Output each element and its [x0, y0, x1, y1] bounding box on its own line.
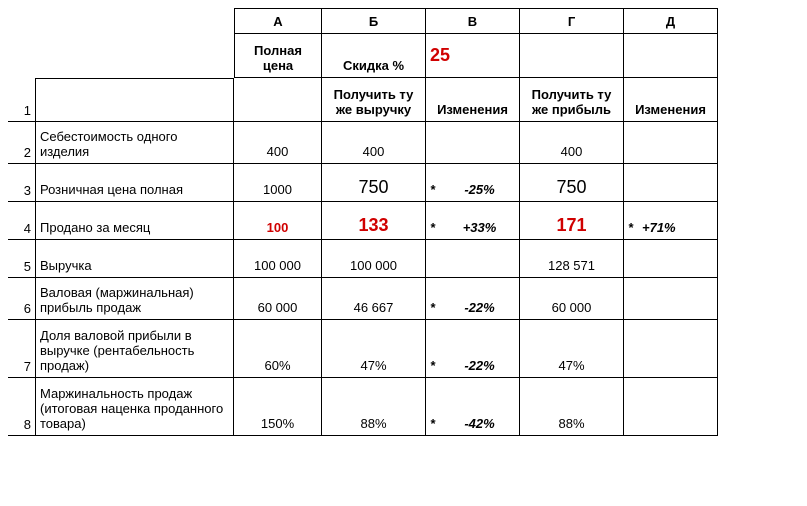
- change-value: +33%: [444, 221, 515, 236]
- cell-r5-g: 128 571: [520, 240, 624, 278]
- row-number: 1: [8, 78, 36, 122]
- spreadsheet-table: А Б В Г Д Полная цена Скидка % 25 1 Полу…: [8, 8, 718, 436]
- discount-pct-label: Скидка %: [343, 59, 404, 74]
- cell-r2-d: [624, 122, 718, 164]
- cell-r1-g: Получить ту же прибыль: [520, 78, 624, 122]
- cell-r8-g: 88%: [520, 378, 624, 436]
- cell-r3-a: 1000: [234, 164, 322, 202]
- row-number: 6: [8, 278, 36, 320]
- col-header-g: Г: [520, 8, 624, 34]
- star-mark: *: [430, 183, 444, 198]
- cell-r7-a: 60%: [234, 320, 322, 378]
- cell-r7-d: [624, 320, 718, 378]
- col-header-b: Б: [322, 8, 426, 34]
- cell-r2-b: 400: [322, 122, 426, 164]
- cell-r8-b: 88%: [322, 378, 426, 436]
- cell-r4-a: 100: [234, 202, 322, 240]
- cell-r3-d: [624, 164, 718, 202]
- col-header-c: В: [426, 8, 520, 34]
- cell-r3-c: * -25%: [426, 164, 520, 202]
- star-mark: *: [430, 301, 444, 316]
- star-mark: *: [430, 417, 444, 432]
- cell-r4-d: * +71%: [624, 202, 718, 240]
- cell-r2-g: 400: [520, 122, 624, 164]
- header-discount-pct: Скидка %: [322, 34, 426, 78]
- cell-r4-c: * +33%: [426, 202, 520, 240]
- row-label: Маржинальность продаж (итоговая наценка …: [36, 378, 234, 436]
- cell-r5-d: [624, 240, 718, 278]
- change-value: -22%: [444, 359, 515, 374]
- header-full-price: Полная цена: [234, 34, 322, 78]
- row-number: 7: [8, 320, 36, 378]
- cell-r6-d: [624, 278, 718, 320]
- change-value: -22%: [444, 301, 515, 316]
- cell-r6-g: 60 000: [520, 278, 624, 320]
- row-label: [36, 78, 234, 122]
- cell-r5-b: 100 000: [322, 240, 426, 278]
- cell-r1-b: Получить ту же выручку: [322, 78, 426, 122]
- row-number: 2: [8, 122, 36, 164]
- cell-r6-a: 60 000: [234, 278, 322, 320]
- col-header-d: Д: [624, 8, 718, 34]
- cell-r7-g: 47%: [520, 320, 624, 378]
- col-blank-label: [36, 8, 234, 34]
- cell-r5-a: 100 000: [234, 240, 322, 278]
- cell-r2-c: [426, 122, 520, 164]
- change-value: -42%: [444, 417, 515, 432]
- row-number: 5: [8, 240, 36, 278]
- cell-r3-b: 750: [322, 164, 426, 202]
- star-mark: *: [430, 359, 444, 374]
- row-label: Валовая (маржинальная) прибыль продаж: [36, 278, 234, 320]
- header-blank-d: [624, 34, 718, 78]
- cell-r7-b: 47%: [322, 320, 426, 378]
- cell-r4-b: 133: [322, 202, 426, 240]
- label-blank-h2: [36, 34, 234, 78]
- cell-r8-a: 150%: [234, 378, 322, 436]
- row-number: 4: [8, 202, 36, 240]
- cell-r1-d: Изменения: [624, 78, 718, 122]
- cell-r3-g: 750: [520, 164, 624, 202]
- star-mark: *: [430, 221, 444, 236]
- cell-r2-a: 400: [234, 122, 322, 164]
- row-label: Доля валовой прибыли в выручке (рентабел…: [36, 320, 234, 378]
- cell-r8-d: [624, 378, 718, 436]
- col-header-a: А: [234, 8, 322, 34]
- corner-blank: [8, 8, 36, 34]
- cell-r6-b: 46 667: [322, 278, 426, 320]
- cell-r1-a: [234, 78, 322, 122]
- rownum-blank-h2: [8, 34, 36, 78]
- row-number: 8: [8, 378, 36, 436]
- cell-r8-c: * -42%: [426, 378, 520, 436]
- cell-r5-c: [426, 240, 520, 278]
- change-value: +71%: [642, 221, 713, 236]
- cell-r1-c: Изменения: [426, 78, 520, 122]
- header-discount-value: 25: [426, 34, 520, 78]
- row-number: 3: [8, 164, 36, 202]
- cell-r7-c: * -22%: [426, 320, 520, 378]
- star-mark: *: [628, 221, 642, 236]
- row-label: Выручка: [36, 240, 234, 278]
- header-blank-g: [520, 34, 624, 78]
- cell-r6-c: * -22%: [426, 278, 520, 320]
- change-value: -25%: [444, 183, 515, 198]
- row-label: Продано за месяц: [36, 202, 234, 240]
- row-label: Себестоимость одного изделия: [36, 122, 234, 164]
- row-label: Розничная цена полная: [36, 164, 234, 202]
- cell-r4-g: 171: [520, 202, 624, 240]
